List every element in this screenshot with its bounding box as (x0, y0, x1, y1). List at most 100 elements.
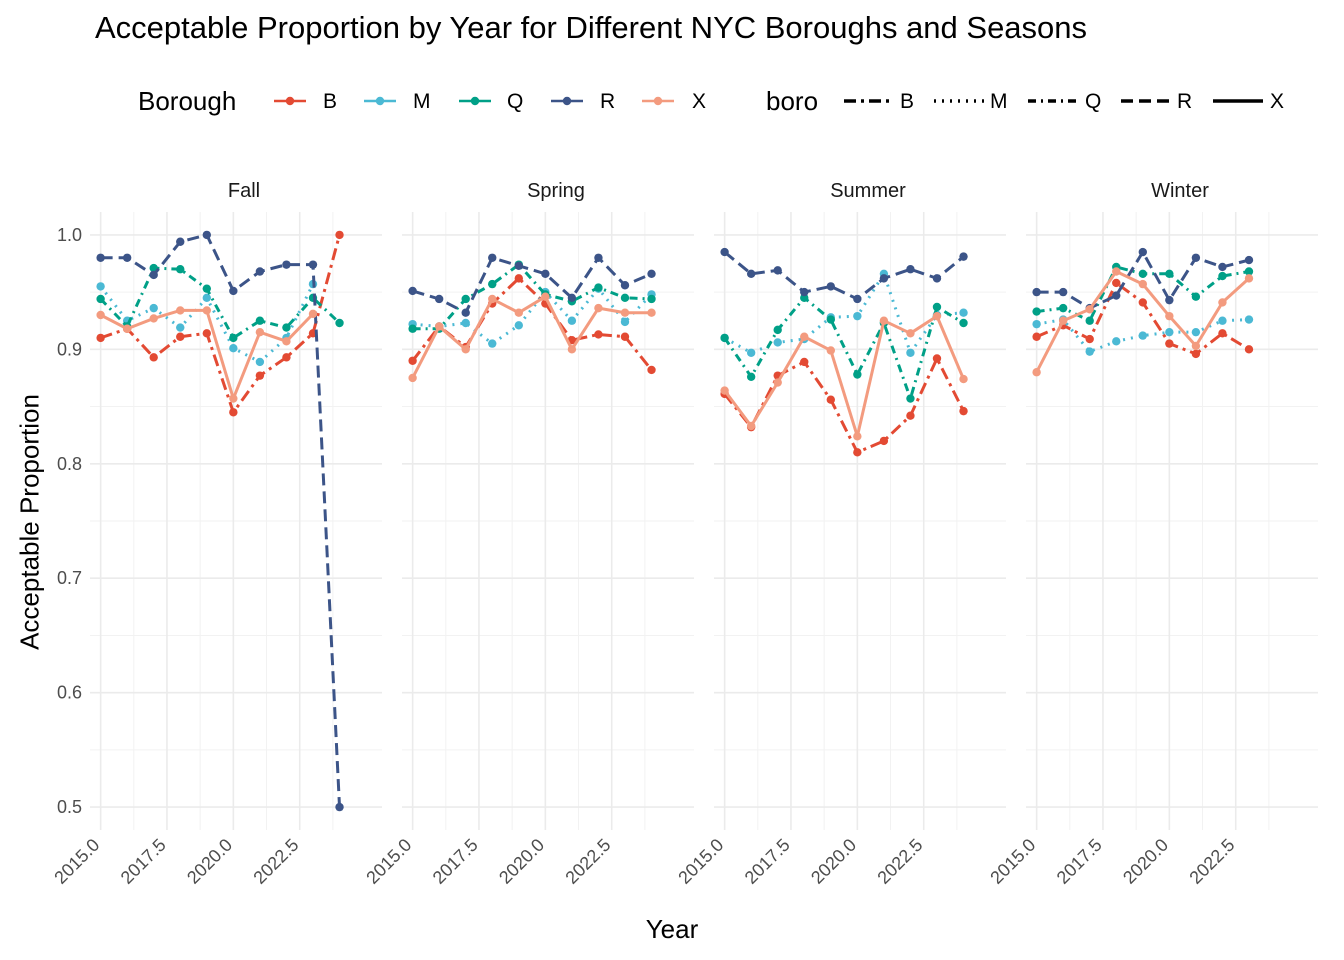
series-line-summer-b (723, 356, 965, 454)
data-point-spring-q (461, 294, 470, 304)
data-point-fall-x (282, 337, 291, 346)
y-tick-label: 0.6 (57, 683, 82, 703)
data-point-fall-b (96, 333, 105, 343)
data-point-summer-m (853, 311, 862, 321)
data-point-winter-r (1032, 287, 1041, 297)
data-point-spring-b (647, 365, 656, 375)
data-point-spring-r (647, 269, 656, 278)
data-point-winter-b (1165, 339, 1174, 348)
data-point-summer-r (959, 252, 968, 261)
series-line-summer-m (723, 272, 964, 355)
data-point-spring-x (647, 308, 656, 317)
data-point-fall-x (308, 309, 318, 319)
legend-linetype-label-x: X (1270, 90, 1285, 113)
data-point-fall-q (255, 316, 265, 325)
data-point-fall-b (335, 230, 344, 240)
data-point-winter-q (1218, 271, 1227, 281)
data-point-fall-r (255, 267, 265, 276)
data-point-fall-m (96, 282, 105, 291)
x-axis-label: Year (645, 914, 699, 944)
legend-linetype-label-b: B (900, 90, 915, 113)
data-point-summer-x (800, 332, 809, 341)
data-point-spring-q (488, 279, 497, 289)
x-tick-label: 2017.5 (429, 835, 482, 888)
data-point-spring-m (567, 316, 577, 325)
series-line-fall-b (100, 234, 341, 414)
data-point-winter-r (1138, 247, 1148, 257)
series-line-fall-r (100, 233, 342, 808)
data-point-winter-x (1138, 279, 1148, 289)
data-point-fall-q (176, 265, 185, 274)
chart-title: Acceptable Proportion by Year for Differ… (95, 10, 1088, 45)
y-tick-label: 0.5 (57, 797, 82, 817)
data-point-summer-b (959, 406, 968, 416)
x-tick-label: 2020.0 (1119, 835, 1172, 888)
data-point-fall-b (282, 353, 291, 362)
data-point-winter-m (1138, 331, 1148, 340)
data-point-spring-m (514, 321, 523, 330)
data-point-winter-x (1191, 341, 1201, 351)
x-tick-label: 2017.5 (741, 835, 794, 888)
legend-color-label-r: R (600, 90, 616, 113)
data-point-fall-r (149, 270, 158, 280)
data-point-spring-x (594, 303, 603, 313)
legend-linetype-label-r: R (1177, 90, 1193, 113)
data-point-fall-r (335, 802, 344, 812)
data-point-spring-b (620, 332, 630, 341)
legend-linetype-label-q: Q (1085, 90, 1102, 113)
data-point-spring-q (620, 293, 630, 303)
series-line-summer-q (723, 296, 965, 401)
data-point-fall-m (176, 323, 185, 332)
data-point-spring-x (620, 308, 630, 317)
x-tick-label: 2015.0 (50, 835, 103, 888)
data-point-summer-x (773, 378, 782, 387)
data-point-spring-r (488, 253, 497, 262)
data-point-winter-b (1085, 334, 1094, 344)
series-line-spring-q (412, 263, 652, 331)
series-line-winter-m (1036, 318, 1250, 354)
data-point-summer-q (853, 370, 862, 379)
data-point-fall-b (202, 329, 211, 338)
data-point-spring-r (434, 294, 444, 304)
facet-label-summer: Summer (830, 180, 906, 202)
data-point-summer-r (800, 287, 809, 297)
data-point-winter-m (1218, 316, 1227, 325)
x-tick-label: 2020.0 (495, 835, 548, 888)
data-point-summer-x (853, 432, 862, 441)
data-point-winter-q (1244, 267, 1254, 276)
data-point-fall-b (229, 408, 238, 417)
data-point-spring-x (567, 345, 577, 354)
data-point-summer-r (826, 282, 835, 291)
data-point-summer-b (932, 354, 942, 363)
data-point-fall-r (229, 286, 238, 296)
data-point-summer-x (932, 311, 942, 321)
series-line-spring-m (412, 287, 653, 346)
data-point-fall-r (308, 260, 318, 269)
data-point-spring-m (488, 339, 497, 348)
legend-linetype-label-m: M (990, 90, 1008, 113)
data-point-winter-q (1058, 303, 1068, 313)
data-point-fall-m (202, 293, 211, 303)
data-point-fall-q (229, 333, 238, 343)
data-point-winter-r (1218, 262, 1227, 272)
data-point-winter-q (1165, 269, 1174, 278)
data-point-fall-q (96, 294, 105, 304)
data-point-spring-x (514, 308, 523, 317)
data-point-summer-q (959, 318, 968, 328)
data-point-fall-b (149, 353, 158, 362)
data-point-winter-x (1165, 311, 1174, 321)
data-point-winter-r (1244, 255, 1254, 265)
data-point-spring-b (594, 330, 603, 339)
data-point-winter-x (1058, 316, 1068, 325)
data-point-winter-m (1165, 327, 1174, 337)
series-line-summer-x (723, 314, 965, 438)
data-point-winter-b (1191, 349, 1201, 359)
data-point-fall-x (176, 306, 185, 315)
data-point-fall-m (229, 343, 238, 353)
data-point-winter-x (1112, 267, 1121, 276)
data-point-fall-b (176, 332, 185, 341)
legend-color-dot-q (470, 96, 480, 106)
data-point-summer-r (932, 274, 942, 283)
data-point-summer-b (800, 357, 809, 367)
data-point-spring-x (461, 345, 470, 354)
